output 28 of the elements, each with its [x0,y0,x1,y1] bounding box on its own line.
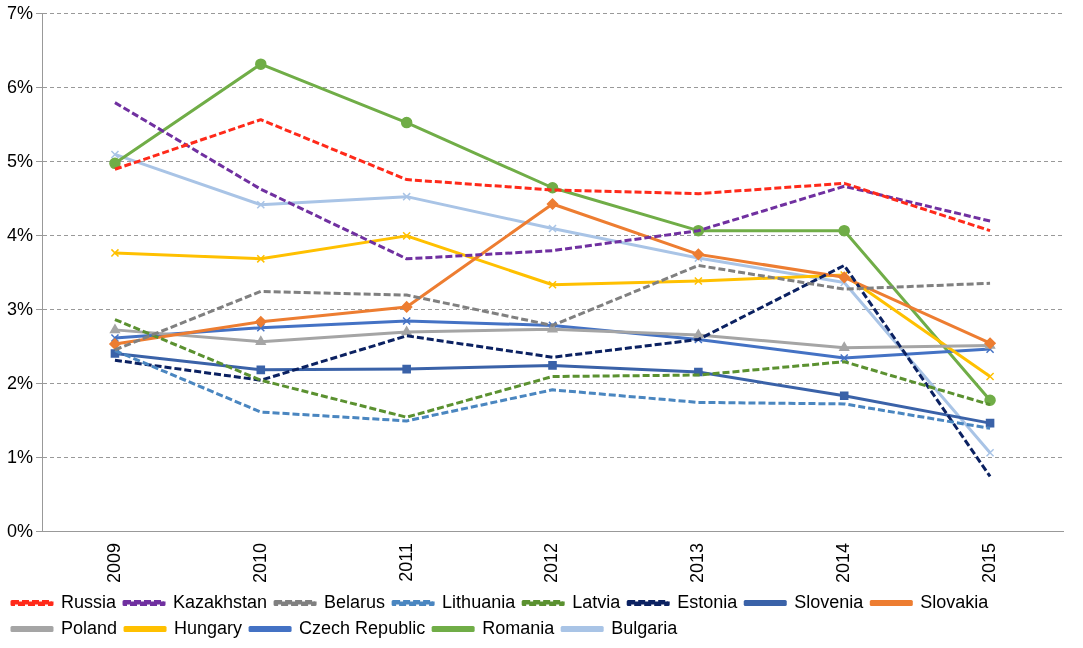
legend-label: Kazakhstan [173,591,268,612]
y-tick-label: 2% [7,372,34,393]
legend-label: Poland [61,617,118,638]
legend-label: Slovenia [794,591,865,612]
x-tick-label: 2015 [979,542,1000,583]
y-tick-label: 4% [7,224,34,245]
legend-label: Romania [482,617,556,638]
x-tick-label: 2014 [833,542,854,583]
legend-label: Lithuania [442,591,517,612]
x-tick-label: 2010 [249,542,270,583]
x-tick-label: 2011 [395,542,416,582]
legend-label: Hungary [174,617,243,638]
y-tick-label: 0% [7,520,34,541]
legend-label: Estonia [677,591,739,612]
y-tick-label: 3% [7,298,34,319]
legend-label: Bulgaria [611,617,679,638]
x-tick-label: 2013 [687,542,708,583]
legend-label: Slovakia [920,591,990,612]
x-tick-label: 2012 [541,542,562,583]
x-tick-label: 2009 [103,542,124,583]
legend-label: Belarus [324,591,386,612]
y-tick-label: 5% [7,150,34,171]
legend-label: Latvia [572,591,622,612]
y-tick-label: 6% [7,76,34,97]
legend-label: Czech Republic [299,617,426,638]
y-tick-label: 1% [7,446,34,467]
legend-label: Russia [61,591,118,612]
y-tick-label: 7% [7,2,34,23]
